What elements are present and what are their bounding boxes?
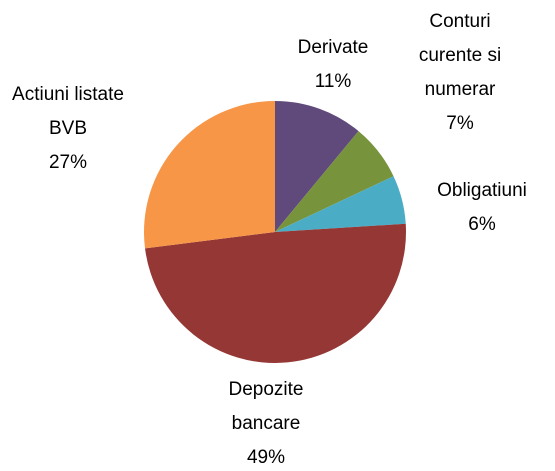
pie-slice xyxy=(143,101,275,249)
slice-label: Obligatiuni 6% xyxy=(422,174,542,242)
slice-name: Actiuni listate BVB xyxy=(12,84,124,139)
pie-slice xyxy=(275,176,406,232)
slice-label: Depozite bancare 49% xyxy=(216,373,316,471)
slice-percent: 49% xyxy=(246,447,286,468)
slice-name: Depozite bancare xyxy=(228,379,304,434)
slice-label: Actiuni listate BVB 27% xyxy=(12,78,124,180)
slice-name: Derivate xyxy=(297,37,369,58)
slice-percent: 27% xyxy=(48,152,88,173)
slice-percent: 6% xyxy=(468,214,496,235)
slice-label: Conturi curente si numerar 7% xyxy=(404,5,516,141)
slice-name: Conturi curente si numerar xyxy=(418,11,502,100)
slice-label: Derivate 11% xyxy=(278,31,388,99)
slice-percent: 11% xyxy=(314,71,352,92)
pie-slice xyxy=(275,101,359,232)
pie-slice xyxy=(275,131,394,232)
pie-slice xyxy=(145,223,407,364)
slice-name: Obligatiuni xyxy=(437,180,527,201)
slice-percent: 7% xyxy=(446,113,474,134)
